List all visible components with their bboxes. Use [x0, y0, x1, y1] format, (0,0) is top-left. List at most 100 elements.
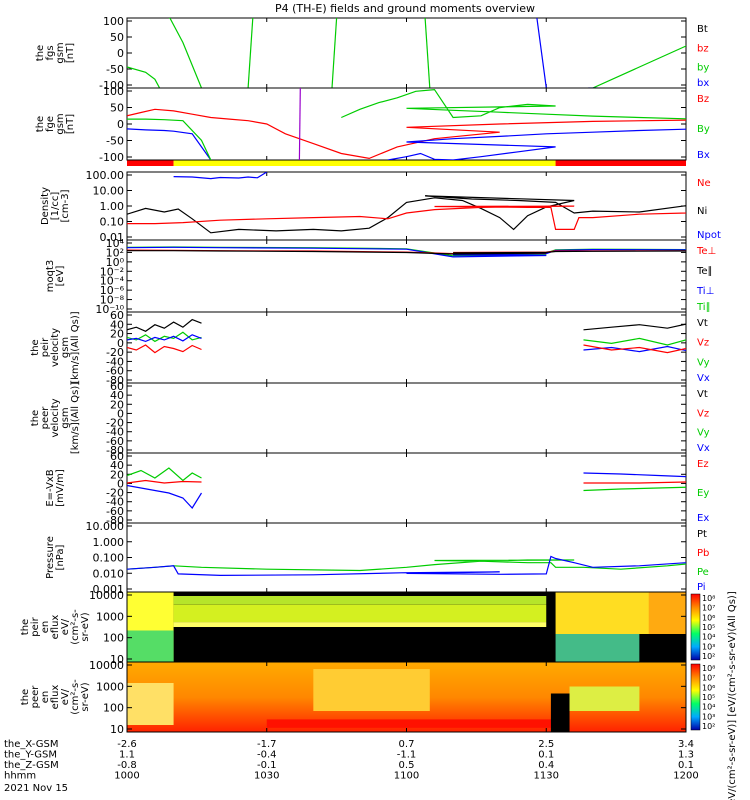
y-axis-label: eflux: [50, 615, 61, 640]
colorbar-tick-label: 10⁵: [702, 623, 715, 632]
colorbar-tick-label: 10⁸: [702, 594, 715, 603]
panel-frame: [126, 382, 687, 454]
legend-entry: Vz: [697, 338, 709, 349]
y-axis-label: (cm²-s-: [70, 679, 81, 715]
ephemeris-value: 0.1: [678, 760, 694, 771]
y-tick-label: 0.010: [93, 567, 125, 580]
y-tick-label: 20: [110, 468, 124, 481]
y-axis-label: gsm: [60, 337, 71, 358]
panel-density: 100.00 10.00 1.00 0.10 0.01 Density [1/cc] [cm-…: [40, 169, 721, 244]
ephemeris-value: 1.3: [678, 750, 694, 761]
legend-entry: Vx: [697, 373, 710, 384]
heatmap-block: [127, 630, 174, 662]
series-line: [127, 200, 686, 230]
ephemeris-value: -0.4: [257, 750, 277, 761]
y-axis-label: peir: [30, 616, 41, 636]
y-axis-label: moqt3: [45, 260, 56, 293]
colorbar-label: [eV/(cm²-s-sr-eV)] [eV/(cm²-s-sr-eV)(All…: [727, 591, 738, 800]
y-tick-label: 0: [117, 118, 124, 131]
ephemeris-value: 1.1: [119, 750, 135, 761]
ephemeris-value: -0.1: [257, 760, 277, 771]
y-tick-label: 0: [117, 47, 124, 60]
mode-bar-segment: [127, 160, 174, 166]
panel-frame: [126, 311, 687, 384]
series-line: [127, 467, 202, 482]
y-tick-label: 10000: [89, 589, 124, 602]
series-line: [583, 337, 686, 346]
series-line: [127, 108, 686, 160]
y-axis-label: [nPa]: [55, 544, 66, 570]
series-line: [127, 344, 202, 354]
panel-pressure: 10.000 1.000 0.100 0.010 0.001 Pressure [nPa] P…: [45, 520, 709, 596]
y-axis-label: [mV/m]: [55, 469, 66, 507]
legend-entry: Ti∥: [696, 302, 711, 313]
series-line: [536, 18, 547, 88]
ephemeris-row-name: the_Z-GSM: [4, 760, 59, 771]
heatmap-body: [127, 592, 686, 662]
colorbar: [690, 663, 701, 731]
legend-entry: Te⊥: [696, 246, 716, 257]
y-axis-label: Pressure: [45, 536, 56, 579]
y-tick-label: -100: [99, 79, 124, 92]
legend-entry: Pi: [697, 582, 706, 593]
panel-frame: [126, 87, 687, 161]
heatmap-band: [173, 604, 547, 623]
y-axis-label: sr-eV): [80, 612, 91, 641]
series-line: [127, 18, 203, 88]
y-tick-label: 0.10: [100, 216, 125, 229]
chart-title: P4 (TH-E) fields and ground moments over…: [275, 2, 535, 15]
series-line: [583, 472, 686, 481]
series-line: [387, 124, 686, 160]
y-axis-label: (cm²-s-: [70, 609, 81, 645]
y-axis-label: the: [30, 410, 41, 426]
legend-entry: Pt: [697, 529, 707, 540]
heatmap-block: [313, 669, 430, 711]
series-line: [592, 45, 686, 88]
y-axis-label: [nT]: [65, 43, 76, 63]
series-line: [583, 321, 686, 331]
y-tick-label: 100: [103, 702, 124, 715]
y-tick-label: 60: [110, 309, 124, 322]
ephemeris-row-name: the_X-GSM: [4, 739, 58, 750]
ephemeris-row-name: the_Y-GSM: [4, 750, 57, 761]
ephemeris-value: 0.7: [399, 739, 415, 750]
y-tick-label: -50: [106, 135, 124, 148]
y-tick-label: -20: [106, 487, 124, 500]
y-tick-label: 60: [110, 450, 124, 463]
y-axis-label: [km/s](All Qs)]: [70, 382, 81, 454]
y-tick-label: 20: [110, 328, 124, 341]
y-tick-label: -60: [106, 435, 124, 448]
series-group: [127, 18, 686, 88]
legend-entry: Vt: [697, 318, 708, 329]
y-axis-label: the: [20, 689, 31, 705]
y-tick-label: 10⁻²: [100, 265, 124, 278]
ephemeris-value: 0.1: [538, 750, 554, 761]
y-axis-label: en: [40, 621, 51, 634]
y-axis-label: [1/cc]: [50, 192, 61, 221]
ephemeris-value: 1200: [673, 771, 698, 782]
legend-entry: Vy: [697, 428, 710, 439]
legend-entry: Bz: [697, 94, 709, 105]
ephemeris-value: -0.8: [117, 760, 137, 771]
legend-entry: Npot: [697, 230, 721, 241]
series-group: [127, 552, 686, 577]
series-line: [424, 18, 431, 88]
series-line: [583, 483, 686, 492]
y-tick-label: 0: [117, 407, 124, 420]
ephemeris-value: -2.6: [117, 739, 137, 750]
series-line: [247, 18, 254, 88]
y-tick-label: 1.00: [100, 200, 125, 213]
date-label: 2021 Nov 15: [4, 783, 68, 794]
y-tick-label: -60: [106, 365, 124, 378]
series-line: [127, 250, 686, 255]
series-line: [127, 552, 686, 572]
series-line: [173, 172, 268, 180]
colorbar-tick-label: 10⁴: [702, 633, 715, 642]
ephemeris-value: 1130: [534, 771, 559, 782]
panel-frame: [126, 17, 687, 89]
colorbar-tick-label: 10⁸: [702, 664, 715, 673]
series-line: [127, 246, 686, 258]
legend-entry: Ni: [697, 206, 707, 217]
